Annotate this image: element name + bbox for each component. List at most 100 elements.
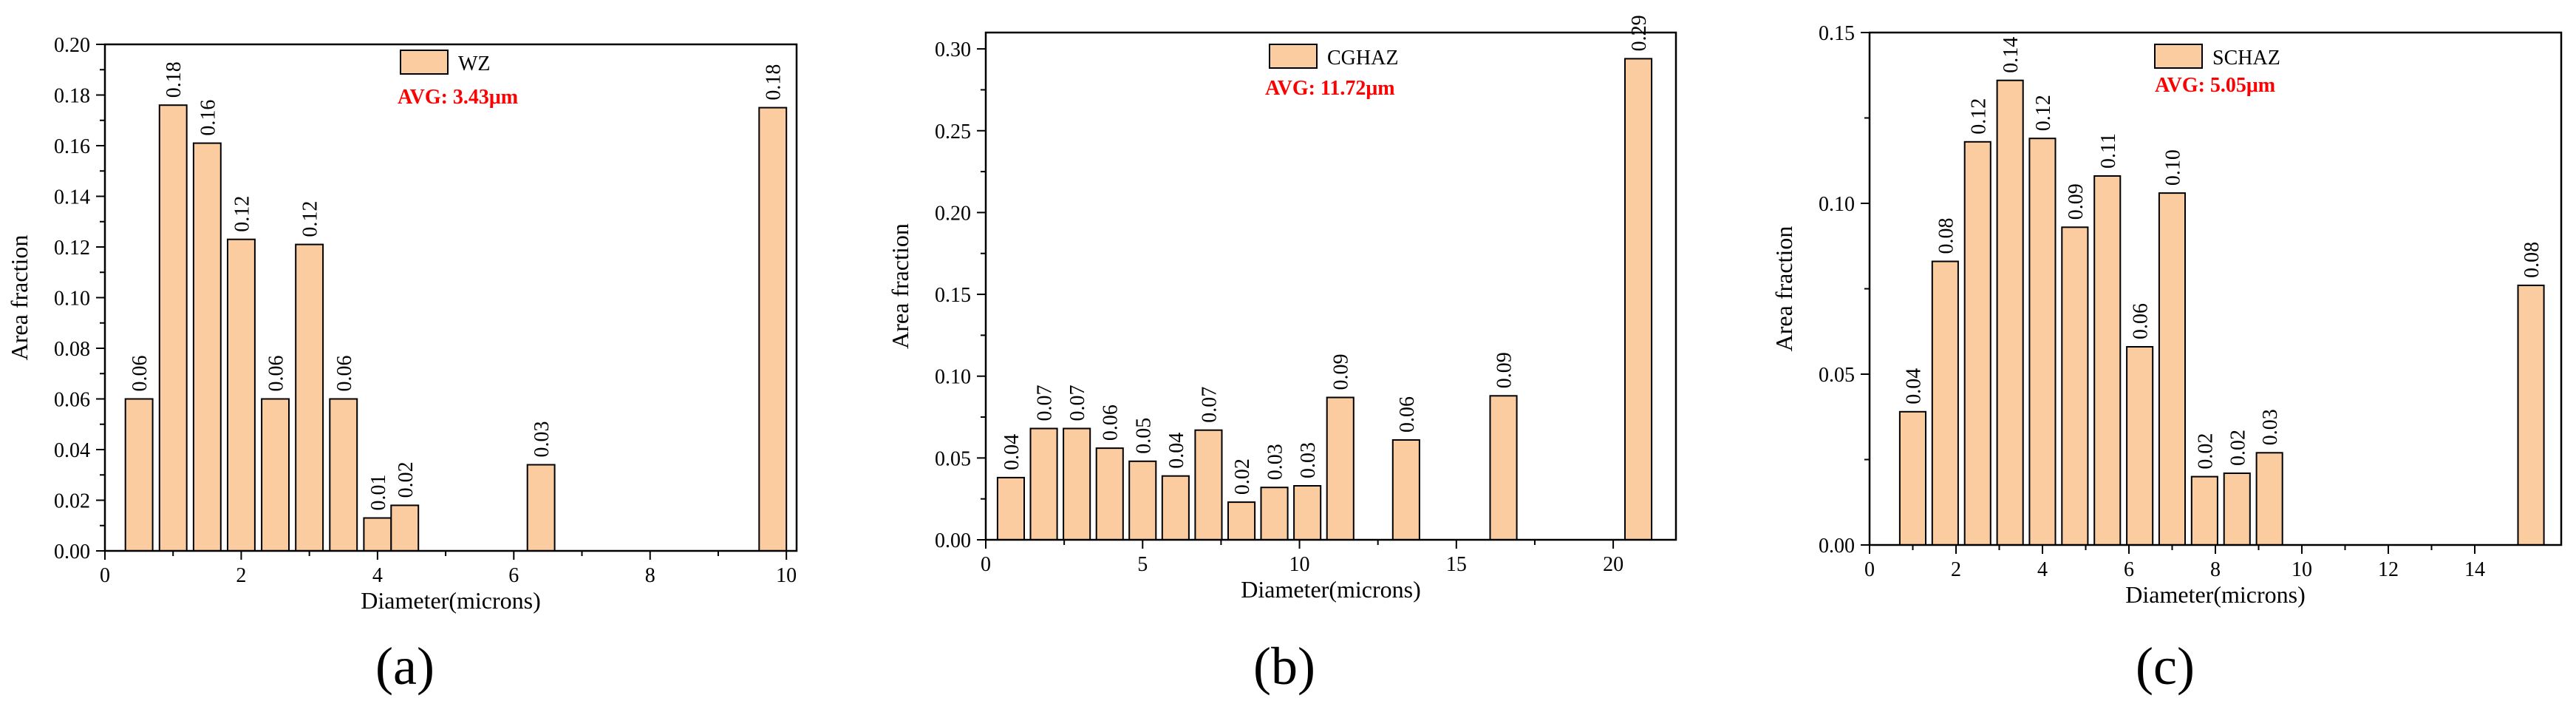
bar-value-label: 0.16 xyxy=(197,100,219,136)
x-tick-label: 5 xyxy=(1137,553,1148,576)
y-tick-label: 0.00 xyxy=(935,529,971,552)
bar xyxy=(1029,427,1058,541)
y-tick-label: 0.15 xyxy=(1819,22,1855,45)
chart-panel-3: 0.04 0.08 0.12 0.14 0.12 0.09 0.11 0.06 0.10 0.02… xyxy=(1771,22,2563,696)
bar xyxy=(261,398,290,552)
bar-value-label: 0.02 xyxy=(395,461,418,498)
legend-swatch xyxy=(400,50,449,75)
x-tick-label: 4 xyxy=(372,564,383,587)
avg-annotation: AVG: 5.05μm xyxy=(2155,74,2275,97)
x-tick-label: 14 xyxy=(2464,558,2485,581)
y-tick-label: 0.14 xyxy=(54,186,90,209)
bar-value-label: 0.12 xyxy=(1967,98,1990,135)
x-tick-label: 15 xyxy=(1446,553,1467,576)
bar xyxy=(1898,410,1926,546)
y-tick-label: 0.10 xyxy=(935,366,971,389)
x-tick-label: 6 xyxy=(2124,558,2134,581)
bar-value-label: 0.08 xyxy=(1935,218,1957,254)
panel-label: (a) xyxy=(375,637,435,696)
chart-panel-1: 0.06 0.18 0.16 0.12 0.06 0.12 0.06 0.01 0.02 0.03… xyxy=(6,34,798,696)
y-tick-label: 0.00 xyxy=(1819,535,1855,558)
x-tick-label: 2 xyxy=(1951,558,1961,581)
bar xyxy=(1095,447,1124,541)
bar xyxy=(2028,138,2057,546)
legend-swatch xyxy=(2154,44,2203,69)
bar-value-label: 0.02 xyxy=(1231,458,1254,495)
x-tick-label: 12 xyxy=(2378,558,2399,581)
y-tick-label: 0.05 xyxy=(935,447,971,470)
bar-value-label: 0.06 xyxy=(1396,396,1419,433)
bar-value-label: 0.11 xyxy=(2097,133,2120,169)
x-tick-label: 8 xyxy=(645,564,655,587)
y-axis-title: Area fraction xyxy=(887,223,913,349)
bar xyxy=(526,464,556,552)
bar xyxy=(227,238,256,552)
bar-value-label: 0.01 xyxy=(367,475,390,511)
y-tick-label: 0.10 xyxy=(1819,193,1855,216)
y-tick-label: 0.10 xyxy=(54,288,90,311)
bar-value-label: 0.14 xyxy=(2000,37,2023,73)
y-tick-label: 0.05 xyxy=(1819,364,1855,387)
bar xyxy=(758,106,788,552)
x-tick-label: 0 xyxy=(100,564,110,587)
y-tick-label: 0.06 xyxy=(54,389,90,412)
bar xyxy=(1391,439,1420,541)
x-axis-title: Diameter(microns) xyxy=(2125,581,2305,608)
bar-value-label: 0.09 xyxy=(2065,183,2088,220)
bar xyxy=(124,398,154,552)
bar xyxy=(1996,79,2024,546)
bar-value-label: 0.02 xyxy=(2226,430,2249,466)
bar-value-label: 0.18 xyxy=(763,64,786,101)
bar-value-label: 0.04 xyxy=(1903,368,1926,404)
legend-label: SCHAZ xyxy=(2212,47,2280,70)
bar xyxy=(390,504,420,552)
bar xyxy=(2158,192,2186,546)
y-tick-label: 0.16 xyxy=(54,135,90,158)
x-tick-label: 6 xyxy=(508,564,519,587)
bar xyxy=(2190,475,2218,546)
x-tick-label: 2 xyxy=(236,564,246,587)
bar-value-label: 0.03 xyxy=(531,421,553,458)
bar xyxy=(1624,58,1653,541)
x-tick-label: 10 xyxy=(2292,558,2312,581)
bar-value-label: 0.09 xyxy=(1330,354,1353,390)
bar-value-label: 0.04 xyxy=(1001,434,1023,470)
bar xyxy=(1260,487,1289,541)
bar xyxy=(329,398,358,552)
bar-value-label: 0.06 xyxy=(2130,303,2153,339)
bar xyxy=(1128,460,1157,541)
bar-value-label: 0.12 xyxy=(299,201,322,237)
plot-frame xyxy=(984,31,1677,541)
bar xyxy=(1161,475,1190,541)
legend-swatch xyxy=(1269,44,1318,69)
bar-value-label: 0.04 xyxy=(1165,433,1188,469)
bar xyxy=(1931,260,1959,546)
bar-value-label: 0.18 xyxy=(163,61,185,98)
y-tick-label: 0.20 xyxy=(54,34,90,57)
y-tick-label: 0.04 xyxy=(54,439,90,462)
bar xyxy=(1963,140,1991,546)
bar-value-label: 0.06 xyxy=(1100,404,1122,441)
chart-panel-2: 0.04 0.07 0.07 0.06 0.05 0.04 0.07 0.02 0.03 0.03… xyxy=(887,15,1677,696)
avg-annotation: AVG: 11.72μm xyxy=(1265,77,1395,100)
bar-value-label: 0.06 xyxy=(333,356,356,392)
x-tick-label: 0 xyxy=(981,553,991,576)
bar-value-label: 0.10 xyxy=(2162,149,2185,186)
y-tick-label: 0.12 xyxy=(54,237,90,260)
panel-label: (b) xyxy=(1253,637,1315,696)
y-tick-label: 0.18 xyxy=(54,85,90,108)
bar xyxy=(1194,429,1223,541)
bar xyxy=(1063,427,1091,541)
y-axis-title: Area fraction xyxy=(6,235,33,361)
y-axis-title: Area fraction xyxy=(1771,226,1797,352)
x-tick-label: 20 xyxy=(1603,553,1623,576)
bar xyxy=(2255,452,2283,546)
bar-value-label: 0.03 xyxy=(1297,442,1320,478)
x-tick-label: 0 xyxy=(1864,558,1875,581)
bar-value-label: 0.12 xyxy=(2032,95,2055,131)
bar xyxy=(1489,395,1518,541)
bar-value-label: 0.06 xyxy=(129,356,151,392)
x-axis-title: Diameter(microns) xyxy=(361,587,540,614)
bar xyxy=(1326,396,1355,541)
